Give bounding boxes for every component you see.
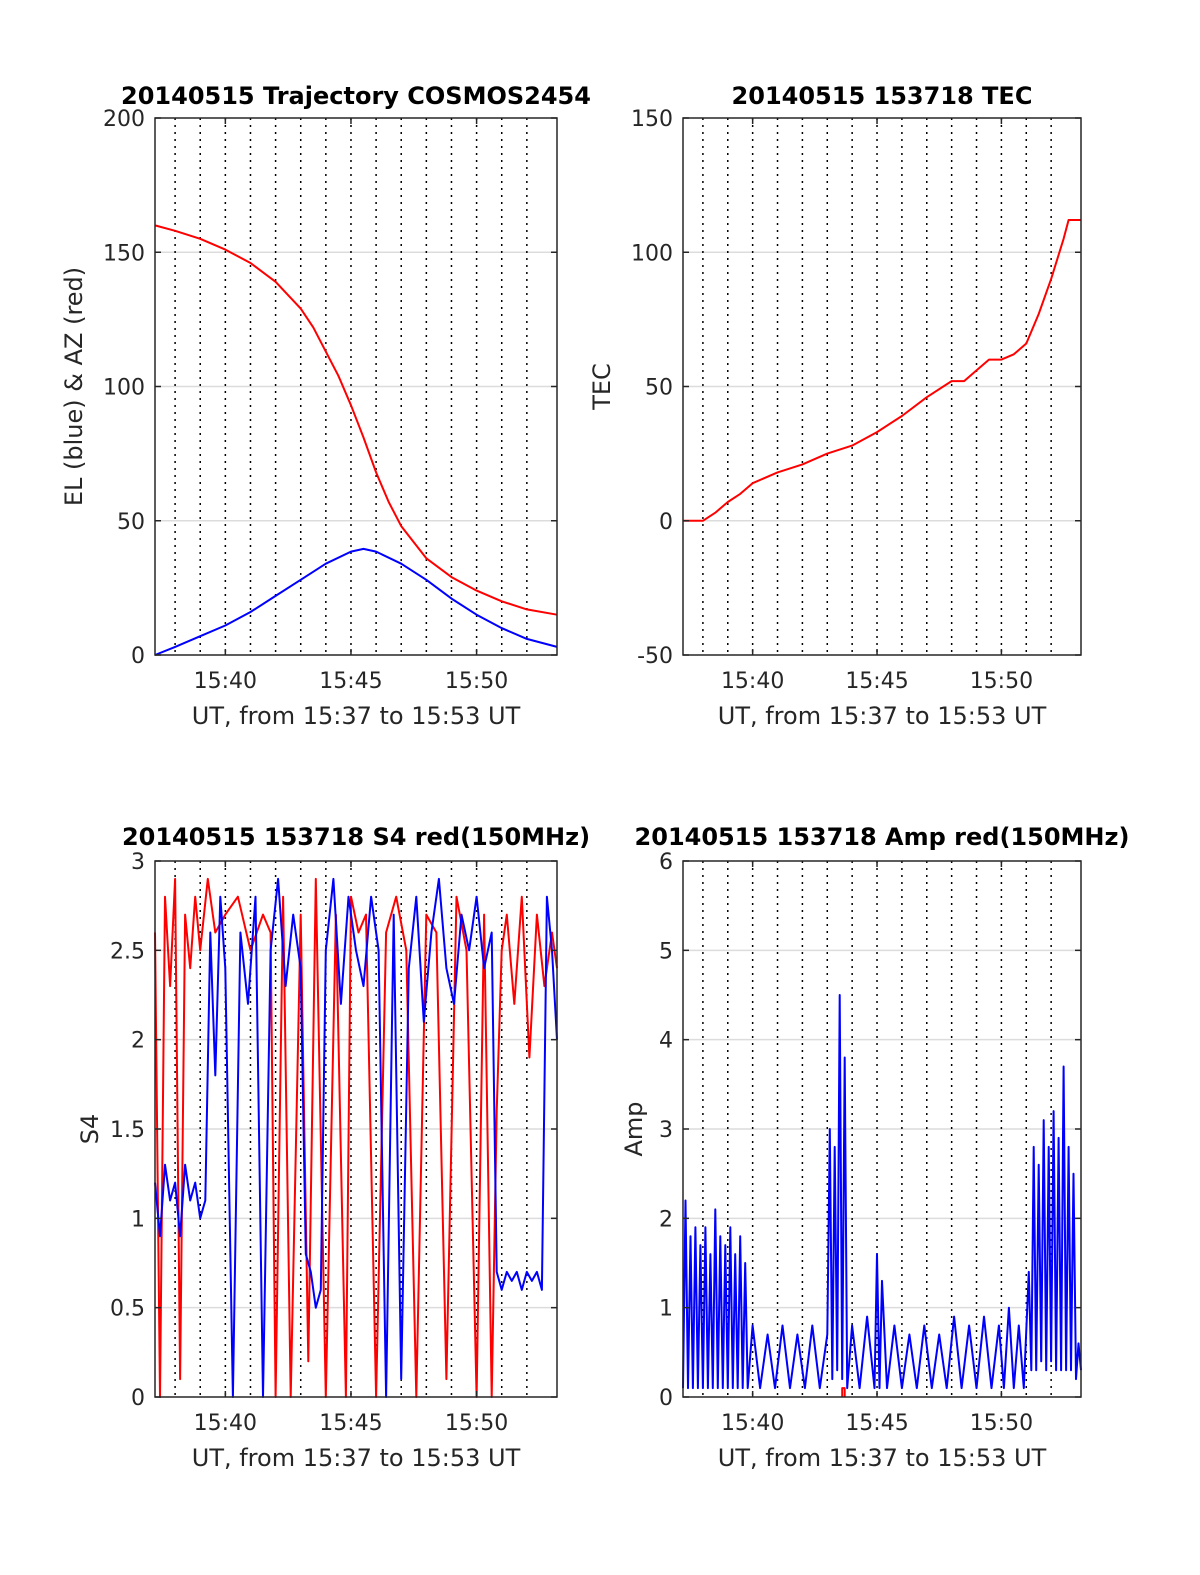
y-tick-label: 3 — [131, 850, 145, 875]
s4-panel: 0 0.5 1 1.5 2 2.5 3 15:40 15:45 15:50 UT, from 15:… — [76, 823, 590, 1472]
y-tick-label: 100 — [103, 376, 145, 401]
x-tick-label: 15:45 — [845, 669, 908, 694]
y-tick-label: -50 — [637, 644, 673, 669]
x-tick-label: 15:45 — [319, 669, 382, 694]
x-tick-label: 15:50 — [970, 1411, 1033, 1436]
series-line-1 — [682, 994, 1082, 1390]
panel-title: 20140515 153718 S4 red(150MHz) — [122, 823, 590, 851]
x-tick-label: 15:50 — [970, 669, 1033, 694]
x-tick-label: 15:50 — [445, 669, 508, 694]
y-axis-label: TEC — [588, 363, 616, 411]
amp-panel: 0 1 2 3 4 5 6 15:40 15:45 15:50 UT, from 15:37 to … — [620, 823, 1129, 1472]
y-tick-label: 200 — [103, 107, 145, 132]
series-line-1 — [154, 547, 558, 656]
panel-title: 20140515 153718 Amp red(150MHz) — [635, 823, 1130, 851]
x-tick-label: 15:40 — [721, 1411, 784, 1436]
x-axis-label: UT, from 15:37 to 15:53 UT — [192, 702, 521, 730]
y-tick-label: 3 — [659, 1118, 673, 1143]
x-tick-label: 15:40 — [194, 1411, 257, 1436]
series-line-0 — [154, 877, 558, 1398]
y-tick-label: 100 — [631, 241, 673, 266]
series-line-0 — [683, 219, 1081, 522]
y-tick-label: 4 — [659, 1029, 673, 1054]
y-axis-label: EL (blue) & AZ (red) — [60, 267, 88, 506]
y-tick-label: 6 — [659, 850, 673, 875]
x-tick-label: 15:45 — [319, 1411, 382, 1436]
panel-title: 20140515 Trajectory COSMOS2454 — [121, 82, 591, 110]
series-line-0 — [154, 224, 558, 616]
tec-panel: -50 0 50 100 150 15:40 15:45 15:50 UT, from 15:3… — [588, 82, 1082, 730]
y-tick-label: 0 — [131, 644, 145, 669]
x-axis-label: UT, from 15:37 to 15:53 UT — [718, 1444, 1047, 1472]
series-line-0 — [841, 1387, 846, 1397]
x-axis-label: UT, from 15:37 to 15:53 UT — [718, 702, 1047, 730]
x-tick-label: 15:40 — [194, 669, 257, 694]
y-tick-label: 1.5 — [110, 1118, 145, 1143]
series-line-1 — [154, 877, 558, 1398]
y-axis-label: Amp — [620, 1101, 648, 1156]
y-tick-label: 150 — [103, 241, 145, 266]
y-tick-label: 0 — [659, 1386, 673, 1411]
x-axis-label: UT, from 15:37 to 15:53 UT — [192, 1444, 521, 1472]
trajectory-panel: 0 50 100 150 200 15:40 15:45 15:50 UT, from 15:3… — [60, 82, 591, 730]
x-tick-label: 15:40 — [721, 669, 784, 694]
y-axis-label: S4 — [76, 1114, 104, 1145]
panel-title: 20140515 153718 TEC — [732, 82, 1033, 110]
y-tick-label: 50 — [645, 376, 673, 401]
y-tick-label: 1 — [659, 1297, 673, 1322]
y-tick-label: 2.5 — [110, 939, 145, 964]
y-tick-label: 150 — [631, 107, 673, 132]
x-tick-label: 15:45 — [845, 1411, 908, 1436]
y-tick-label: 0 — [131, 1386, 145, 1411]
x-tick-label: 15:50 — [445, 1411, 508, 1436]
y-tick-label: 0.5 — [110, 1297, 145, 1322]
y-tick-label: 0 — [659, 510, 673, 535]
y-tick-label: 5 — [659, 939, 673, 964]
y-tick-label: 50 — [117, 510, 145, 535]
y-tick-label: 2 — [131, 1029, 145, 1054]
y-tick-label: 1 — [131, 1207, 145, 1232]
y-tick-label: 2 — [659, 1207, 673, 1232]
